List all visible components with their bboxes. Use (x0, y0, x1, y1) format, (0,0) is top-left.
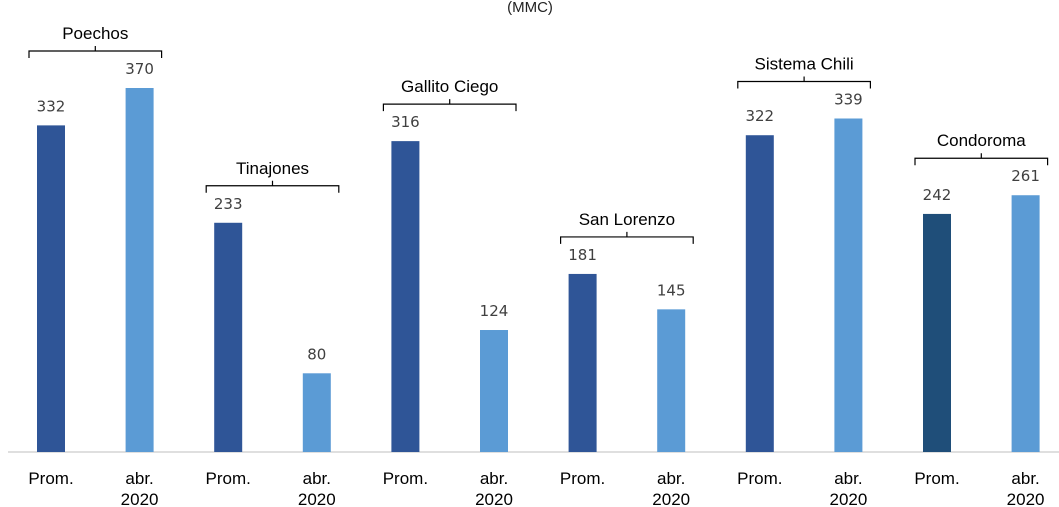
group-bracket (205, 180, 340, 193)
x-tick-label: Prom. (206, 469, 251, 488)
x-tick-label: abr. (657, 469, 685, 488)
data-label: 370 (125, 60, 154, 78)
data-label: 181 (568, 246, 597, 264)
bar (214, 222, 243, 452)
bar (302, 373, 331, 452)
group-label: Sistema Chili (754, 54, 853, 73)
x-tick-label: Prom. (560, 469, 605, 488)
data-label: 332 (37, 97, 66, 115)
bar (37, 125, 65, 452)
group-label: Gallito Ciego (401, 77, 498, 96)
x-tick-label: abr. (303, 469, 331, 488)
x-tick-label: abr. (834, 469, 862, 488)
bar-group-2: 316 Prom. 124 abr. 2020 Gallito Ciego (382, 77, 517, 507)
data-label: 322 (745, 107, 774, 125)
group-label: Poechos (62, 24, 128, 43)
bar-group-1: 233 Prom. 80 abr. 2020 Tinajones (205, 159, 340, 507)
x-tick-label: 2020 (1007, 490, 1045, 507)
data-label: 145 (657, 281, 686, 299)
x-tick-label: 2020 (121, 490, 159, 507)
group-bracket (382, 99, 517, 112)
bar (568, 273, 597, 452)
bar (125, 88, 154, 452)
data-label: 233 (214, 195, 243, 213)
bar (391, 141, 420, 452)
data-label: 124 (480, 302, 509, 320)
x-tick-label: abr. (125, 469, 153, 488)
bar (480, 330, 508, 452)
data-label: 242 (923, 186, 952, 204)
bar (923, 213, 951, 452)
bar-group-0: 332 Prom. 370 abr. 2020 Poechos (28, 24, 163, 507)
x-tick-label: Prom. (383, 469, 428, 488)
group-label: San Lorenzo (579, 210, 675, 229)
bar (834, 118, 863, 452)
bar (1011, 195, 1040, 453)
data-label: 80 (307, 345, 326, 363)
data-label: 339 (834, 90, 863, 108)
group-bracket (914, 153, 1049, 166)
bar-group-5: 242 Prom. 261 abr. 2020 Condoroma (914, 131, 1049, 507)
x-tick-label: abr. (480, 469, 508, 488)
data-label: 261 (1011, 167, 1040, 185)
group-bracket (560, 231, 694, 244)
data-label: 316 (391, 113, 420, 131)
x-tick-label: Prom. (914, 469, 959, 488)
x-tick-label: 2020 (298, 490, 336, 507)
group-bracket (737, 76, 871, 89)
x-tick-label: Prom. (28, 469, 73, 488)
group-bracket (28, 46, 163, 58)
bar (745, 135, 774, 452)
group-label: Tinajones (236, 159, 309, 178)
x-tick-label: Prom. (737, 469, 782, 488)
bar-group-4: 322 Prom. 339 abr. 2020 Sistema Chili (737, 54, 871, 507)
bar-group-3: 181 Prom. 145 abr. 2020 San Lorenzo (560, 210, 694, 507)
x-tick-label: 2020 (475, 490, 513, 507)
bar (657, 309, 686, 452)
bars-layer: 332 Prom. 370 abr. 2020 Poechos 233 Prom. 80 abr.… (28, 24, 1049, 507)
x-tick-label: abr. (1011, 469, 1039, 488)
x-tick-label: 2020 (829, 490, 867, 507)
group-label: Condoroma (937, 131, 1026, 150)
x-tick-label: 2020 (652, 490, 690, 507)
unit-label: (MMC) (507, 0, 553, 16)
